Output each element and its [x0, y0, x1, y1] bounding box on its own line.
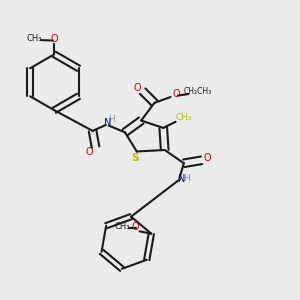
Text: CH₃: CH₃ [176, 113, 192, 122]
Text: S: S [131, 153, 139, 163]
Text: N: N [104, 118, 112, 128]
Text: H: H [183, 174, 190, 183]
Text: N: N [178, 174, 185, 184]
Text: O: O [50, 34, 58, 44]
Text: O: O [131, 222, 139, 232]
Text: O: O [204, 153, 211, 163]
Text: CH₃: CH₃ [27, 34, 42, 43]
Text: O: O [134, 83, 141, 93]
Text: O: O [172, 89, 180, 99]
Text: CH₃: CH₃ [114, 222, 130, 231]
Text: CH₂CH₃: CH₂CH₃ [184, 87, 212, 96]
Text: H: H [108, 115, 115, 124]
Text: O: O [86, 147, 94, 158]
